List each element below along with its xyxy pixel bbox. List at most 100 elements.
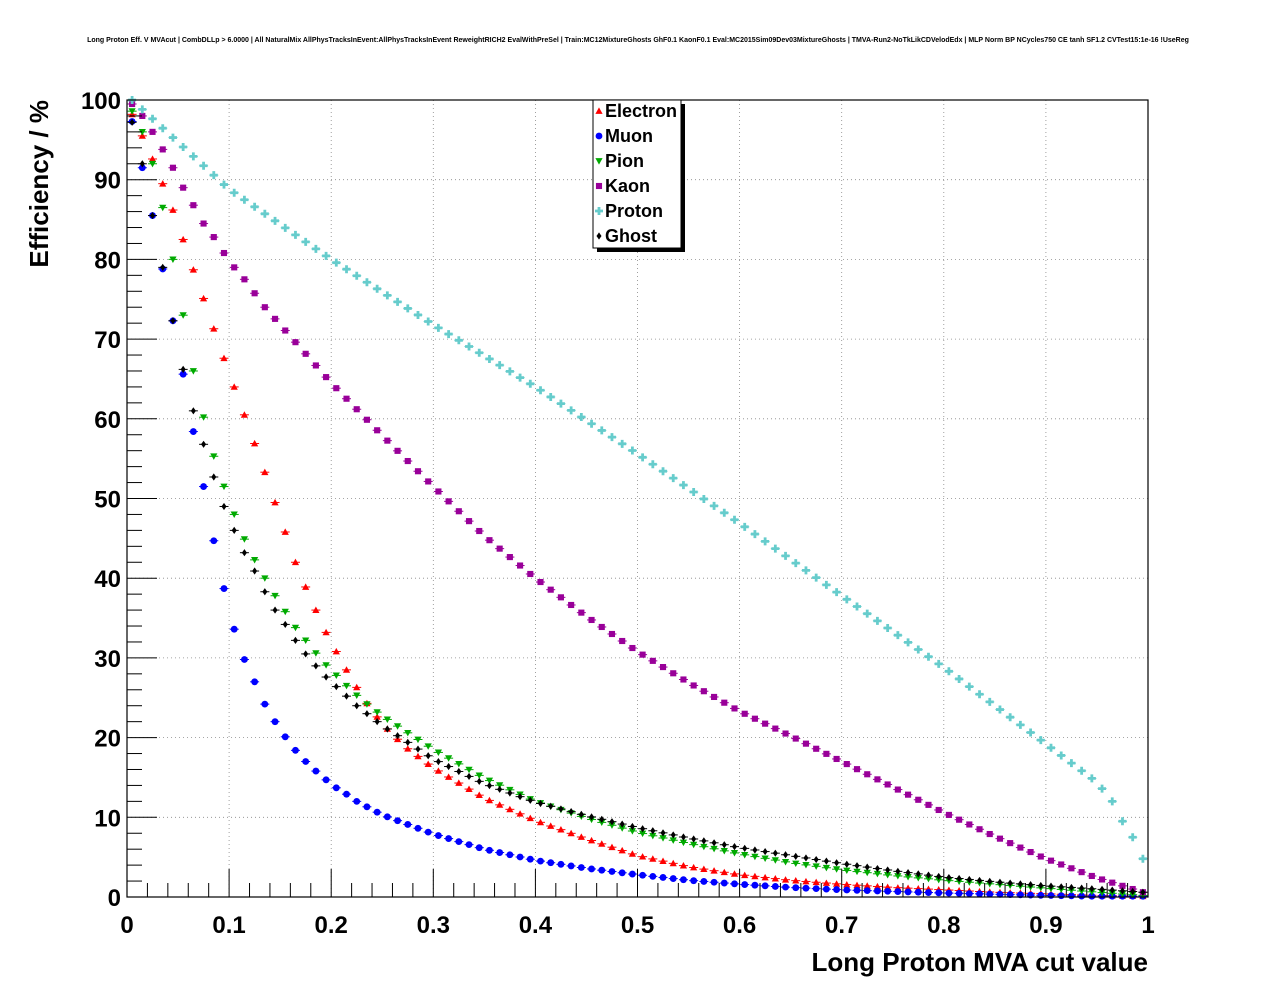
point-proton	[179, 142, 188, 151]
point-pion	[291, 624, 300, 632]
point-proton	[730, 515, 739, 524]
point-pion	[904, 874, 912, 881]
point-proton	[168, 133, 177, 142]
point-kaon	[568, 601, 575, 609]
point-pion	[169, 256, 177, 263]
y-tick-label: 80	[94, 247, 121, 274]
point-ghost	[742, 844, 748, 852]
point-kaon	[200, 220, 207, 227]
x-tick-label: 0.6	[723, 912, 756, 939]
point-proton	[761, 537, 770, 546]
point-proton	[710, 501, 719, 510]
point-kaon	[619, 637, 626, 645]
point-ghost	[650, 827, 656, 835]
point-muon	[588, 865, 595, 873]
point-pion	[342, 682, 351, 690]
point-kaon	[139, 112, 146, 119]
point-pion	[363, 701, 371, 708]
grid	[127, 100, 1148, 897]
point-proton	[1057, 751, 1066, 760]
point-proton	[546, 392, 555, 401]
point-proton	[465, 342, 474, 351]
point-proton	[536, 386, 545, 395]
point-proton	[311, 244, 320, 253]
point-muon	[690, 877, 698, 885]
point-ghost	[1109, 886, 1115, 894]
point-kaon	[792, 735, 799, 742]
point-ghost	[476, 777, 482, 785]
point-proton	[1077, 766, 1086, 775]
point-ghost	[589, 813, 595, 821]
point-proton	[659, 467, 668, 476]
point-muon	[271, 718, 279, 726]
point-ghost	[905, 869, 911, 877]
point-proton	[526, 379, 535, 388]
point-ghost	[1007, 879, 1013, 887]
point-proton	[781, 551, 790, 560]
point-pion	[924, 875, 933, 883]
point-proton	[413, 310, 422, 319]
point-ghost	[537, 799, 544, 808]
point-electron	[169, 206, 177, 213]
point-kaon	[159, 146, 166, 153]
y-tick-label: 50	[94, 487, 121, 514]
y-tick-label: 90	[94, 168, 121, 195]
point-kaon	[476, 527, 483, 535]
point-electron	[496, 801, 504, 808]
point-ghost	[874, 864, 880, 873]
point-pion	[812, 863, 820, 870]
point-pion	[404, 729, 412, 737]
point-kaon	[843, 761, 850, 768]
legend-label-muon: Muon	[605, 126, 653, 146]
point-kaon	[231, 264, 238, 271]
point-ghost	[660, 829, 666, 837]
point-muon	[598, 866, 606, 874]
point-ghost	[895, 867, 901, 875]
point-ghost	[221, 502, 227, 511]
point-proton	[342, 265, 351, 274]
point-ghost	[711, 839, 717, 847]
point-muon	[965, 890, 973, 898]
point-ghost	[466, 772, 472, 781]
point-proton	[853, 602, 862, 611]
point-pion	[802, 862, 810, 869]
point-ghost	[252, 567, 258, 575]
point-proton	[567, 406, 576, 415]
point-electron	[598, 840, 606, 847]
point-muon	[812, 885, 820, 893]
point-proton	[740, 522, 749, 531]
point-ghost	[354, 702, 360, 710]
x-axis-label: Long Proton MVA cut value	[811, 947, 1148, 977]
point-proton	[1047, 743, 1056, 752]
point-electron	[138, 132, 146, 139]
point-pion	[618, 825, 626, 832]
point-ghost	[813, 855, 819, 864]
point-kaon	[180, 184, 187, 191]
point-muon	[986, 890, 994, 898]
point-ghost	[558, 805, 564, 813]
series-kaon	[127, 100, 1148, 896]
point-muon	[557, 860, 565, 868]
point-proton	[791, 559, 800, 568]
point-electron	[567, 829, 575, 837]
point-proton	[720, 508, 729, 517]
point-muon	[455, 838, 463, 846]
point-muon	[782, 883, 789, 891]
point-muon	[210, 537, 218, 545]
point-proton	[801, 566, 810, 575]
point-kaon	[884, 781, 891, 788]
point-ghost	[1028, 881, 1034, 889]
point-ghost	[680, 833, 686, 841]
point-electron	[700, 865, 708, 872]
point-electron	[741, 871, 749, 879]
point-ghost	[619, 820, 625, 828]
point-muon	[547, 859, 555, 867]
point-kaon	[639, 651, 646, 658]
point-muon	[792, 884, 800, 892]
point-ghost	[823, 857, 829, 865]
point-muon	[874, 887, 881, 895]
point-ghost	[323, 673, 329, 681]
point-electron	[771, 874, 779, 882]
point-proton	[577, 413, 586, 422]
point-proton	[975, 690, 984, 699]
